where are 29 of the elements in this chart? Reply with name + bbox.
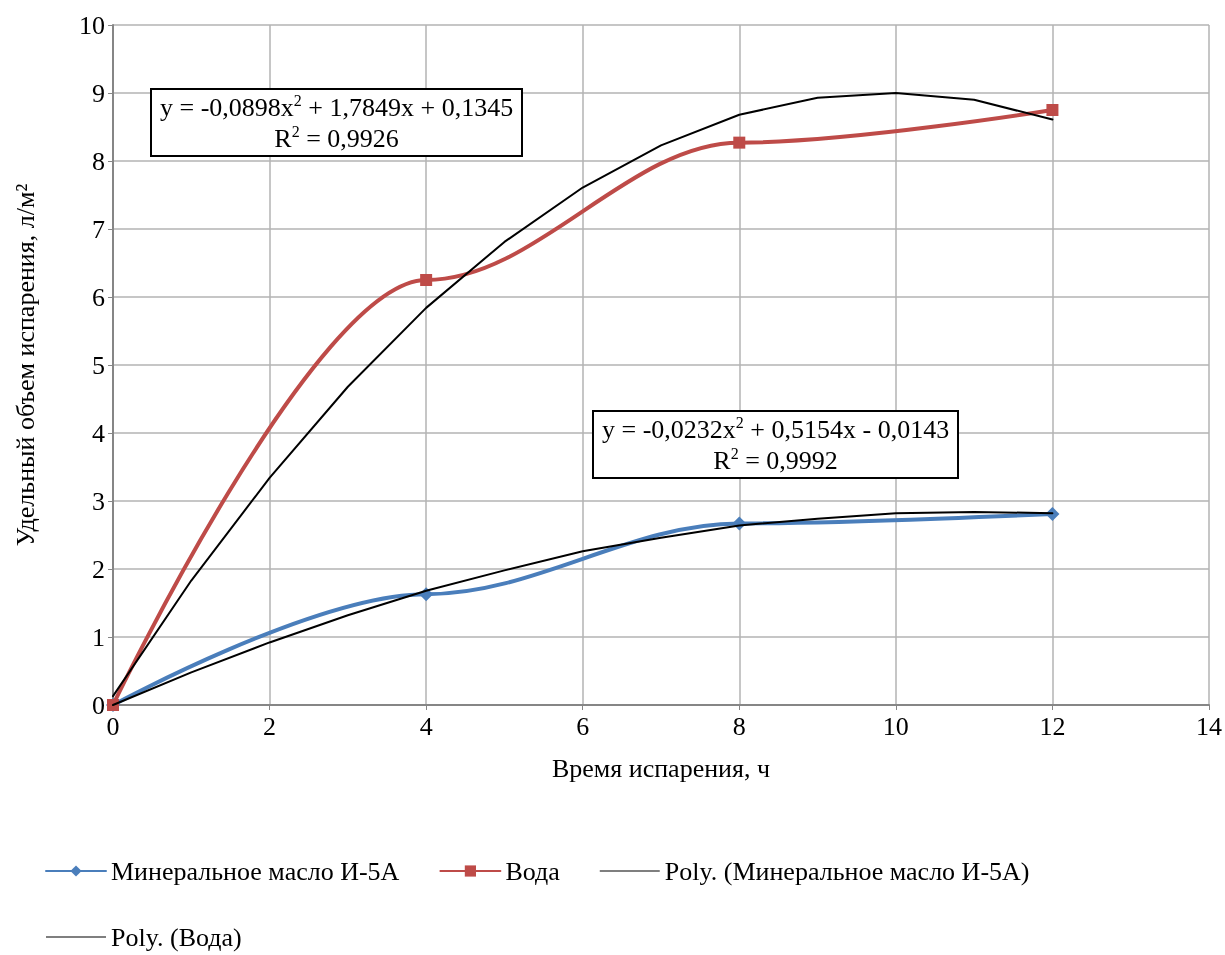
y-tick-label: 0 <box>92 690 105 720</box>
y-tick-label: 3 <box>92 486 105 516</box>
y-axis-title: Удельный объем испарения, л/м² <box>10 183 40 547</box>
y-tick-label: 4 <box>92 418 105 448</box>
x-tick-label: 10 <box>882 711 909 741</box>
point <box>420 274 433 286</box>
x-tick-label: 14 <box>1196 711 1222 741</box>
y-tick-label: 5 <box>92 350 105 380</box>
x-axis-title: Время испарения, ч <box>551 753 771 783</box>
point <box>733 136 746 149</box>
y-tick-label: 6 <box>92 282 105 312</box>
y-tick-label: 2 <box>92 554 105 584</box>
annotation: y = -0,0898x$^{2}$ + 1,7849x + 0,1345 R$^{2}$ = 0,9926 <box>150 88 524 158</box>
legend-label: Poly. (Вода) <box>111 922 242 952</box>
y-tick-label: 8 <box>92 146 105 176</box>
point <box>1046 104 1059 116</box>
x-tick-label: 8 <box>732 711 746 741</box>
x-tick-label: 12 <box>1039 711 1066 741</box>
legend-label: Минеральное масло И-5А <box>111 856 400 886</box>
x-tick-label: 2 <box>263 711 277 741</box>
legend-label: Вода <box>505 856 561 886</box>
x-tick-label: 4 <box>419 711 433 741</box>
legend-label: Poly. (Минеральное масло И-5А) <box>664 856 1030 886</box>
annotation: y = -0,0232x$^{2}$ + 0,5154x - 0,0143 R$^{2}$ = 0,9992 <box>592 410 960 480</box>
y-tick-label: 1 <box>92 622 105 652</box>
y-tick-label: 7 <box>92 214 105 244</box>
y-tick-label: 10 <box>79 10 105 40</box>
x-tick-label: 6 <box>576 711 590 741</box>
y-tick-label: 9 <box>92 78 105 108</box>
